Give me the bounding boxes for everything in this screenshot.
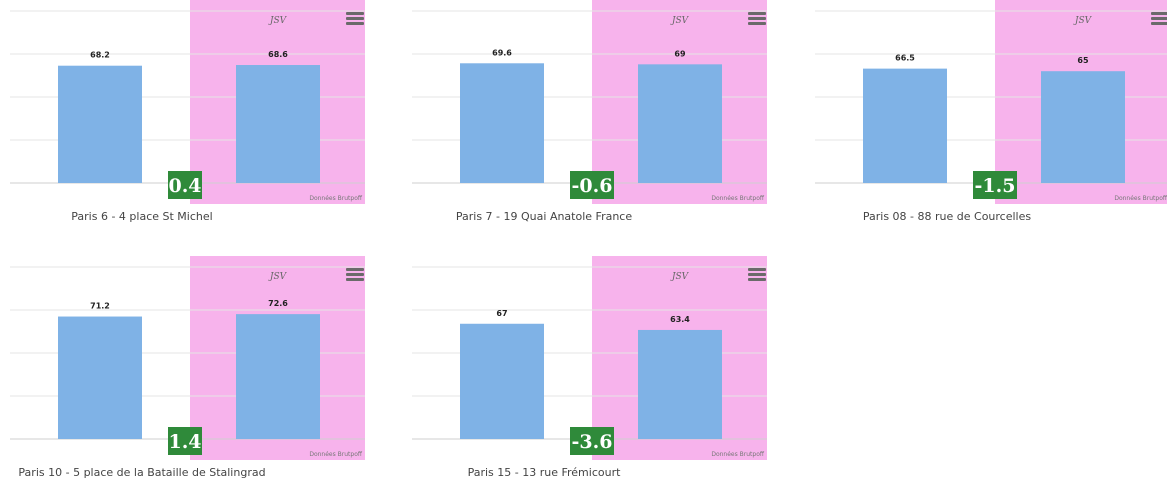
menu-line — [748, 273, 766, 276]
difference-badge: -0.6 — [570, 171, 614, 199]
chart-panel: JSV 68.2 68.6 0.4 Données Brutpoff Paris 6 - … — [10, 0, 370, 230]
menu-line — [346, 17, 364, 20]
source-credit: Données Brutpoff — [309, 451, 363, 458]
bar-value-label: 63.4 — [670, 315, 690, 324]
difference-value: -0.6 — [572, 175, 613, 197]
hamburger-menu-icon[interactable] — [748, 268, 766, 282]
bar-value-label: 68.6 — [268, 50, 288, 59]
bar — [58, 65, 142, 183]
chart-svg: JSV 69.6 69 -0.6 Données Brutpoff Paris 7 - 1… — [412, 0, 767, 223]
source-credit: Données Brutpoff — [711, 451, 765, 458]
menu-line — [346, 268, 364, 271]
menu-line — [748, 12, 766, 15]
hamburger-menu-icon[interactable] — [748, 12, 766, 26]
source-credit: Données Brutpoff — [1114, 195, 1167, 202]
chart-svg: JSV 66.5 65 -1.5 Données Brutpoff Paris 08 - … — [815, 0, 1167, 223]
source-credit: Données Brutpoff — [711, 195, 765, 202]
difference-value: -1.5 — [975, 175, 1016, 197]
menu-line — [346, 12, 364, 15]
menu-line — [748, 17, 766, 20]
difference-badge-bg — [168, 171, 202, 199]
bar-value-label: 69 — [674, 49, 686, 58]
chart-title: Paris 6 - 4 place St Michel — [71, 210, 212, 223]
difference-badge: -3.6 — [570, 427, 614, 455]
highlight-label: JSV — [1073, 16, 1093, 26]
menu-line — [1151, 12, 1167, 15]
difference-value: 1.4 — [168, 431, 201, 453]
menu-line — [346, 273, 364, 276]
difference-value: -3.6 — [572, 431, 613, 453]
difference-badge: 0.4 — [168, 171, 202, 199]
bar — [58, 316, 142, 439]
menu-line — [346, 22, 364, 25]
menu-line — [1151, 17, 1167, 20]
chart-title: Paris 08 - 88 rue de Courcelles — [863, 210, 1032, 223]
bar — [638, 329, 722, 439]
bar — [460, 323, 544, 439]
highlight-label: JSV — [268, 272, 288, 282]
hamburger-menu-icon[interactable] — [1151, 12, 1167, 26]
difference-badge-bg — [973, 171, 1017, 199]
chart-panel: JSV 71.2 72.6 1.4 Données Brutpoff Paris 10 -… — [10, 256, 370, 486]
chart-title: Paris 15 - 13 rue Frémicourt — [468, 466, 622, 479]
bar — [1041, 71, 1125, 183]
bar-value-label: 68.2 — [90, 51, 110, 60]
chart-panel: JSV 69.6 69 -0.6 Données Brutpoff Paris 7 - 1… — [412, 0, 772, 230]
chart-svg: JSV 67 63.4 -3.6 Données Brutpoff Paris 15 - … — [412, 256, 767, 479]
difference-badge-bg — [570, 171, 614, 199]
menu-line — [1151, 22, 1167, 25]
bar — [460, 63, 544, 184]
bar-value-label: 72.6 — [268, 299, 288, 308]
difference-badge-bg — [570, 427, 614, 455]
bar — [236, 65, 320, 183]
highlight-label: JSV — [268, 16, 288, 26]
chart-panel: JSV 67 63.4 -3.6 Données Brutpoff Paris 15 - … — [412, 256, 772, 486]
highlight-label: JSV — [670, 16, 690, 26]
chart-panel: JSV 66.5 65 -1.5 Données Brutpoff Paris 08 - … — [815, 0, 1167, 230]
hamburger-menu-icon[interactable] — [346, 268, 364, 282]
source-credit: Données Brutpoff — [309, 195, 363, 202]
chart-svg: JSV 71.2 72.6 1.4 Données Brutpoff Paris 10 -… — [10, 256, 365, 479]
bar-value-label: 71.2 — [90, 302, 110, 311]
menu-line — [748, 278, 766, 281]
menu-line — [748, 22, 766, 25]
bar — [638, 64, 722, 183]
chart-svg: JSV 68.2 68.6 0.4 Données Brutpoff Paris 6 - … — [10, 0, 365, 223]
highlight-label: JSV — [670, 272, 690, 282]
chart-title: Paris 10 - 5 place de la Bataille de Sta… — [18, 466, 265, 479]
difference-badge-bg — [168, 427, 202, 455]
bar-value-label: 67 — [496, 309, 507, 318]
menu-line — [748, 268, 766, 271]
menu-line — [346, 278, 364, 281]
bar — [236, 314, 320, 439]
chart-title: Paris 7 - 19 Quai Anatole France — [456, 210, 632, 223]
bar — [863, 68, 947, 183]
bar-value-label: 69.6 — [492, 48, 512, 57]
difference-badge: 1.4 — [168, 427, 202, 455]
hamburger-menu-icon[interactable] — [346, 12, 364, 26]
bar-value-label: 66.5 — [895, 54, 915, 63]
difference-badge: -1.5 — [973, 171, 1017, 199]
bar-value-label: 65 — [1077, 56, 1089, 65]
difference-value: 0.4 — [168, 175, 201, 197]
